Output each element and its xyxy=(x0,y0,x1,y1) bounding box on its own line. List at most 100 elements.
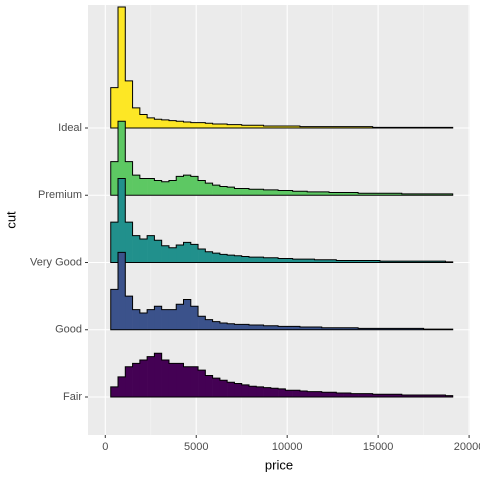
bar xyxy=(343,392,352,397)
bar xyxy=(299,390,308,397)
bar xyxy=(219,323,228,330)
bar xyxy=(176,121,184,128)
bar xyxy=(350,192,359,196)
bar xyxy=(387,261,395,263)
bar xyxy=(248,125,257,128)
bar xyxy=(256,257,264,263)
bar xyxy=(132,107,141,128)
bar xyxy=(176,245,184,263)
bar xyxy=(176,363,184,397)
bar xyxy=(314,327,323,330)
bar xyxy=(176,176,184,196)
bar xyxy=(358,328,366,330)
bar xyxy=(241,188,250,196)
ridge-outline xyxy=(110,120,454,196)
bar xyxy=(423,193,432,196)
bar xyxy=(183,299,192,330)
bar xyxy=(314,126,323,128)
bar xyxy=(212,321,221,330)
bar xyxy=(416,261,424,263)
bar xyxy=(409,193,417,196)
bar xyxy=(321,327,330,330)
bar xyxy=(183,366,192,397)
bar xyxy=(350,327,359,330)
bar xyxy=(198,316,206,330)
bar xyxy=(401,394,410,397)
bar xyxy=(336,126,344,128)
ridge-outline xyxy=(110,177,454,263)
bar xyxy=(132,175,141,196)
bar xyxy=(292,259,301,263)
bar xyxy=(241,125,250,128)
bar xyxy=(358,126,366,128)
bar xyxy=(227,124,235,128)
bar xyxy=(365,393,373,397)
bar xyxy=(321,126,330,128)
bar xyxy=(299,191,308,196)
bar xyxy=(416,193,424,196)
bar xyxy=(190,306,199,330)
bar xyxy=(205,123,213,128)
bar xyxy=(394,394,403,397)
bar xyxy=(154,180,162,196)
bar xyxy=(168,363,177,397)
bar xyxy=(154,353,162,397)
bar xyxy=(205,319,213,330)
bar xyxy=(379,328,388,330)
bar xyxy=(292,390,301,397)
bar xyxy=(358,393,366,397)
bar xyxy=(118,178,126,263)
bar xyxy=(227,187,235,196)
bar xyxy=(212,253,221,263)
bar xyxy=(147,235,155,263)
bar xyxy=(343,260,352,263)
bar xyxy=(198,122,206,128)
bar xyxy=(307,391,315,397)
bar xyxy=(329,192,337,196)
bar xyxy=(168,180,177,196)
bar xyxy=(321,191,330,196)
bar xyxy=(219,186,228,196)
bar xyxy=(227,323,235,330)
bar xyxy=(139,360,148,397)
bar xyxy=(190,366,199,397)
x-axis-title: price xyxy=(265,457,293,472)
bar xyxy=(336,260,344,263)
bar xyxy=(336,192,344,196)
bar xyxy=(234,124,243,128)
bar xyxy=(139,238,148,263)
bar xyxy=(227,382,235,397)
bar xyxy=(416,328,424,330)
bar xyxy=(387,193,395,196)
bar xyxy=(161,360,170,397)
bar xyxy=(132,309,141,330)
bar xyxy=(205,183,213,196)
bar xyxy=(263,325,272,330)
bar xyxy=(241,256,250,263)
bar xyxy=(401,328,410,330)
bar xyxy=(256,386,264,397)
y-tick-label: Ideal xyxy=(58,122,82,134)
bar xyxy=(416,394,424,397)
bar xyxy=(285,390,293,397)
bar xyxy=(285,258,293,263)
bar xyxy=(125,161,133,196)
bar xyxy=(198,249,206,263)
bar xyxy=(314,191,323,196)
bar xyxy=(256,325,264,330)
bar xyxy=(147,356,155,397)
bar xyxy=(430,394,439,397)
bar xyxy=(154,240,162,263)
bar xyxy=(372,394,381,397)
bar xyxy=(234,188,243,196)
bar xyxy=(212,185,221,196)
bar xyxy=(292,326,301,330)
bar xyxy=(118,252,126,330)
bar xyxy=(139,114,148,128)
ridge-outline xyxy=(110,6,454,129)
bar xyxy=(329,327,337,330)
bar xyxy=(409,261,417,263)
bar xyxy=(285,125,293,128)
bar xyxy=(350,393,359,397)
bar xyxy=(125,296,133,330)
